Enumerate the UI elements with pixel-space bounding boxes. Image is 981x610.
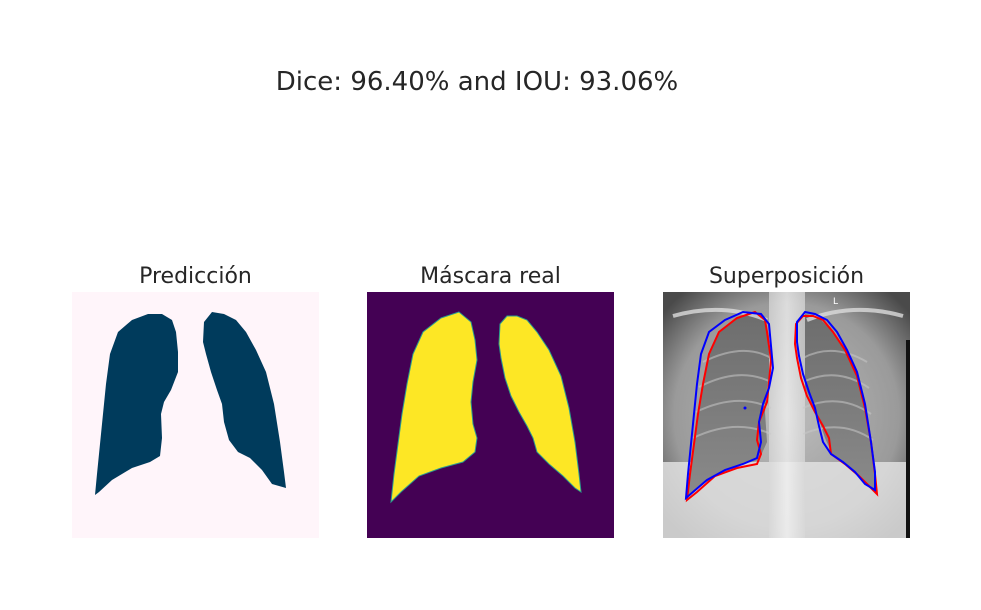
ground-truth-right-lung xyxy=(390,311,478,504)
prediction-panel: Predicción xyxy=(72,262,319,538)
ground-truth-panel: Máscara real xyxy=(367,262,614,538)
ground-truth-title: Máscara real xyxy=(420,264,561,289)
prediction-image xyxy=(72,292,319,538)
ground-truth-image xyxy=(367,292,614,538)
xray-left-lung-field xyxy=(795,314,877,492)
overlay-title: Superposición xyxy=(708,264,865,289)
figure-title: Dice: 96.40% and IOU: 93.06% xyxy=(275,67,679,97)
xray-spine xyxy=(769,292,805,538)
overlay-panel: Superposición xyxy=(663,262,910,538)
xray-right-edge xyxy=(906,340,910,538)
prediction-title: Predicción xyxy=(139,264,252,289)
prediction-left-lung xyxy=(203,312,286,488)
prediction-speck xyxy=(743,406,747,410)
prediction-right-lung xyxy=(95,314,178,495)
xray-side-marker: L xyxy=(833,297,838,307)
overlay-image: L xyxy=(663,292,910,538)
prediction-contour xyxy=(684,310,876,501)
ground-truth-left-lung xyxy=(498,315,582,494)
xray-right-lung-field xyxy=(687,312,771,497)
